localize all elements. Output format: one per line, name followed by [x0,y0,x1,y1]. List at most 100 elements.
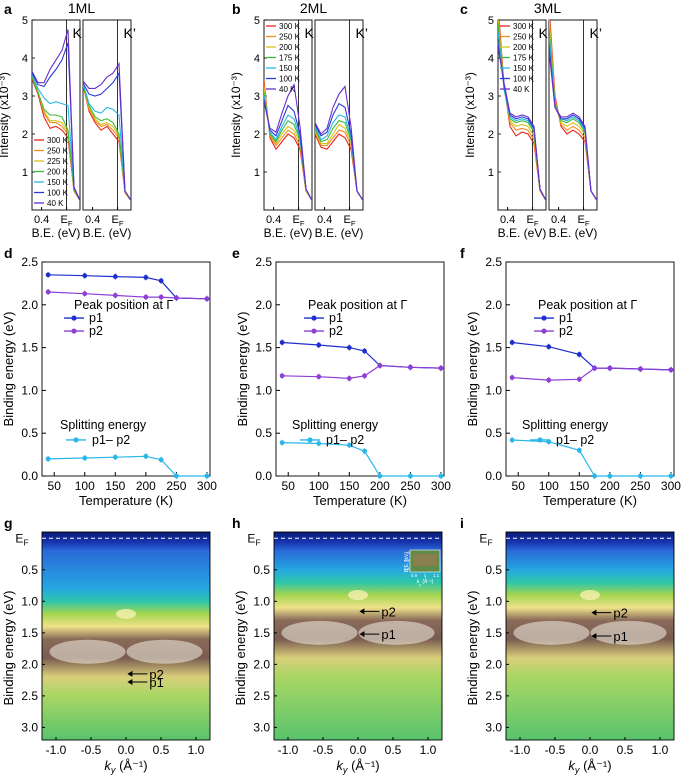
x-axis-label: ky (Å⁻¹) [568,758,611,775]
inset-y-label: B.E. (eV) [404,552,410,573]
series-line-p1– p2 [282,442,441,477]
x-tick-label: 0.0 [582,743,599,757]
x-tick-label: 0.5 [385,743,402,757]
y-tick-label: 2.0 [253,657,270,671]
y-axis-label: Intensity (x10⁻³) [0,72,11,158]
edc-curve-40K [32,29,80,201]
y-tick-label: 2.0 [485,657,502,671]
inset-y-tick: 0.2 [404,558,410,563]
edc-curve-150K [83,82,131,201]
temp-panel-f: 0.0 0.5 1.0 1.5 2.0 2.5 50 100 150 200 250 300 Tempe… [465,255,681,508]
legend-label: 40 K [513,85,530,94]
y-tick-label: 0.5 [21,563,38,577]
edc-curve-150K [315,114,363,201]
y-tick-label: 3 [254,91,260,103]
temp-panel-e: 0.0 0.5 1.0 1.5 2.0 2.5 50 100 150 200 250 300 Tempe… [235,255,451,508]
inset-band [413,554,437,566]
x-tick-label: EF [61,214,73,228]
y-tick-label: 2 [254,129,260,141]
panel-letter-h: h [232,515,241,531]
edc-curve-40K [315,85,363,201]
legend-label: 250 K [47,147,69,156]
legend-label: 225 K [47,157,69,166]
x-tick-label: 0.4 [551,214,566,226]
legend-label: p1 [329,311,343,325]
legend-label: 150 K [47,178,69,187]
y-axis-label: Binding energy (eV) [465,591,480,706]
y-tick-label: 1.5 [253,626,270,640]
x-tick-label: 50 [512,479,526,493]
x-axis-label: B.E. (eV) [32,226,81,240]
y-tick-label: 2.5 [253,689,270,703]
arpes-panel-i: EF 0.5 1.0 1.5 2.0 2.5 3.0 -1.0 -0.5 0.0 0.5 1.0 ky … [465,531,675,775]
band-highlight [590,620,667,645]
x-tick-label: 0.4 [317,214,332,226]
split-legend-title: Splitting energy [60,418,147,432]
panel-letter-e: e [232,245,240,261]
edc-curve-40K [264,82,312,201]
x-axis-label: Temperature (K) [313,493,407,508]
inset-y-tick: 0 [407,550,410,555]
x-tick-label: 300 [197,479,217,493]
y-tick-label: 3 [22,91,28,103]
legend-label: 200 K [513,43,535,52]
x-axis-label: B.E. (eV) [315,226,364,240]
subpanel-label: K’ [356,25,368,41]
y-tick-label: 5 [254,15,260,27]
x-tick-label: 0.4 [85,214,100,226]
legend-label: p1 [559,311,573,325]
series-line-p1 [48,274,207,300]
annotation-arrowhead [591,633,597,639]
x-tick-label: EF [527,214,539,228]
ef-label: EF [247,531,260,547]
legend-label: 40 K [47,199,64,208]
legend-label: 250 K [279,33,301,42]
legend-label: p1– p2 [92,433,130,447]
y-tick-label: 0.0 [21,469,38,483]
edc-curve-40K [83,61,131,201]
x-tick-label: 200 [370,479,390,493]
y-tick-label: 2 [22,129,28,141]
ef-label: EF [15,531,28,547]
legend-label: 150 K [279,64,301,73]
x-tick-label: 150 [569,479,589,493]
subplot-frame [497,19,547,211]
x-tick-label: 0.5 [617,743,634,757]
y-tick-label: 1.5 [21,626,38,640]
legend-label: p2 [559,324,573,338]
y-tick-label: 2.5 [485,255,502,269]
legend-label: 40 K [279,85,296,94]
ef-label: EF [479,531,492,547]
y-tick-label: 4 [488,53,494,65]
x-axis-label: ky (Å⁻¹) [104,758,147,775]
y-tick-label: 1 [488,167,494,179]
y-tick-label: 5 [488,15,494,27]
x-tick-label: -0.5 [81,743,102,757]
annotation-label-p2: p2 [149,667,163,682]
legend-marker [537,437,543,443]
panel-letter-f: f [460,245,465,261]
legend-marker [311,315,317,321]
y-tick-label: 2.0 [485,298,502,312]
plot-frame [41,261,211,477]
y-axis-label: Intensity (x10⁻³) [463,72,477,158]
x-tick-label: 0.4 [266,214,281,226]
x-tick-label: 100 [75,479,95,493]
legend-marker [311,328,317,334]
annotation-arrowhead [359,631,365,638]
x-axis-label: B.E. (eV) [264,226,313,240]
x-tick-label: 300 [431,479,451,493]
peak-legend-title: Peak position at Γ [308,298,407,312]
x-tick-label: 50 [48,479,62,493]
band-highlight [281,620,358,645]
subplot-frame [263,19,313,211]
plot-frame [275,261,445,477]
y-axis-label: Binding energy (eV) [1,591,16,706]
x-tick-label: 250 [166,479,186,493]
panel-title: 2ML [300,0,327,16]
y-tick-label: 1.0 [485,594,502,608]
inset-x-tick: 0.9 [411,573,418,578]
